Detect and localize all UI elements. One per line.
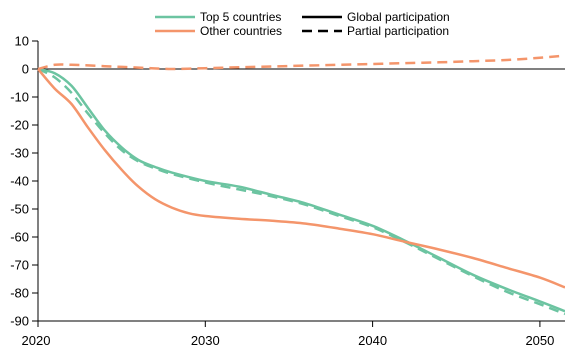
legend-label-global: Global participation	[347, 10, 450, 24]
y-tick-label: -70	[10, 258, 29, 273]
x-tick-label: 2040	[358, 333, 387, 348]
axes: 10 0 -10 -20 -30 -40 -50 -60 -70 -80 -90 2020 2030 20…	[10, 34, 565, 348]
y-tick-label: -40	[10, 174, 29, 189]
y-tick-label: 0	[22, 62, 29, 77]
y-tick-label: -60	[10, 230, 29, 245]
legend: Top 5 countries Other countries Global p…	[155, 10, 450, 38]
series-line-top-5-countries-global-participation	[37, 67, 565, 313]
legend-label-others: Other countries	[200, 24, 282, 38]
y-tick-label: -80	[10, 286, 29, 301]
y-tick-label: -30	[10, 146, 29, 161]
y-tick-label: -20	[10, 118, 29, 133]
x-tick-label: 2050	[525, 333, 554, 348]
legend-label-top5: Top 5 countries	[200, 10, 281, 24]
y-tick-label: -90	[10, 314, 29, 329]
y-tick-label: -10	[10, 90, 29, 105]
x-tick-label: 2020	[22, 333, 51, 348]
series-layer	[37, 54, 565, 316]
y-tick-label: 10	[15, 34, 29, 49]
y-tick-label: -50	[10, 202, 29, 217]
legend-label-partial: Partial participation	[347, 24, 449, 38]
series-line-top-5-countries-partial-participation	[37, 67, 565, 316]
series-line-other-countries-global-participation	[37, 68, 565, 289]
series-line-other-countries-partial-participation	[37, 54, 565, 71]
x-tick-label: 2030	[191, 333, 220, 348]
